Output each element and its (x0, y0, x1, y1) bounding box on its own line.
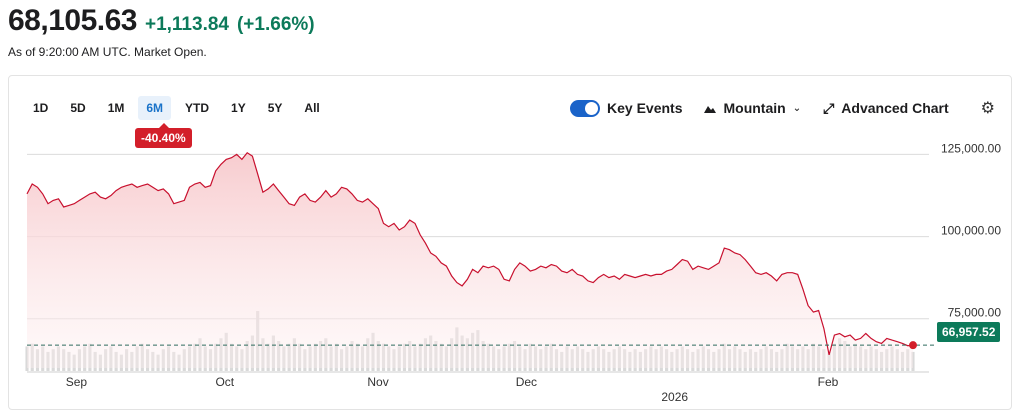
as-of-timestamp: As of 9:20:00 AM UTC. Market Open. (8, 45, 207, 59)
x-tick-label: Sep (66, 375, 88, 389)
price-change-percent: (+1.66%) (236, 14, 315, 35)
range-tab-1m[interactable]: 1M (107, 101, 125, 115)
quote-header: 68,105.63 +1,113.84 (+1.66%) As of 9:20:… (8, 4, 608, 60)
range-tab-ytd[interactable]: YTD (185, 101, 210, 115)
chart-type-label: Mountain (723, 100, 786, 116)
range-tab-5y[interactable]: 5Y (267, 101, 283, 115)
x-tick-label: Dec (516, 375, 537, 389)
y-tick-label: 125,000.00 (941, 141, 1001, 155)
range-performance-badge: -40.40% (135, 123, 192, 148)
last-value-tag: 66,957.52 (937, 322, 1001, 342)
chart-card: 75,000.00 100,000.00 125,000.00 Sep Oct Nov De… (8, 75, 1012, 410)
y-tick-label: 75,000.00 (948, 306, 1002, 320)
chart-type-dropdown[interactable]: Mountain ⌄ (704, 100, 801, 116)
range-tab-1y[interactable]: 1Y (231, 101, 246, 115)
key-events-toggle[interactable]: Key Events (570, 99, 683, 117)
x-tick-label: Nov (367, 375, 388, 389)
price-chart[interactable]: 75,000.00 100,000.00 125,000.00 Sep Oct Nov De… (9, 76, 1013, 411)
y-tick-label: 100,000.00 (941, 224, 1001, 238)
x-tick-label: Feb (818, 375, 839, 389)
right-tools: Key Events Mountain ⌄ ⤢ Advanced Chart ⚙ (570, 98, 995, 118)
price-line (26, 152, 914, 356)
last-point-marker (909, 341, 917, 350)
last-price: 68,105.63 (8, 4, 137, 37)
key-events-label: Key Events (607, 100, 683, 116)
range-tab-6m[interactable]: 6M (138, 96, 172, 120)
price-row: 68,105.63 +1,113.84 (+1.66%) (8, 4, 608, 40)
advanced-chart-label: Advanced Chart (841, 100, 949, 116)
expand-arrows-icon: ⤢ (823, 99, 835, 116)
mountain-icon (704, 105, 717, 113)
chart-toolbar: 1D 5D 1M 6M YTD 1Y 5Y All Key Events Mountain ⌄… (9, 76, 1013, 120)
advanced-chart-button[interactable]: ⤢ Advanced Chart (823, 100, 949, 117)
toggle-switch-icon[interactable] (570, 99, 600, 117)
price-area (27, 152, 913, 368)
range-tab-5d[interactable]: 5D (70, 101, 86, 115)
chevron-down-icon: ⌄ (792, 102, 802, 114)
range-tab-all[interactable]: All (304, 101, 320, 115)
gear-icon[interactable]: ⚙ (980, 100, 995, 117)
range-tabs: 1D 5D 1M 6M YTD 1Y 5Y All (25, 96, 328, 120)
x-tick-label: Oct (215, 375, 234, 389)
price-change: +1,113.84 (144, 14, 229, 35)
range-tab-1d[interactable]: 1D (33, 101, 49, 115)
x-tick-label: 2026 (661, 390, 688, 404)
